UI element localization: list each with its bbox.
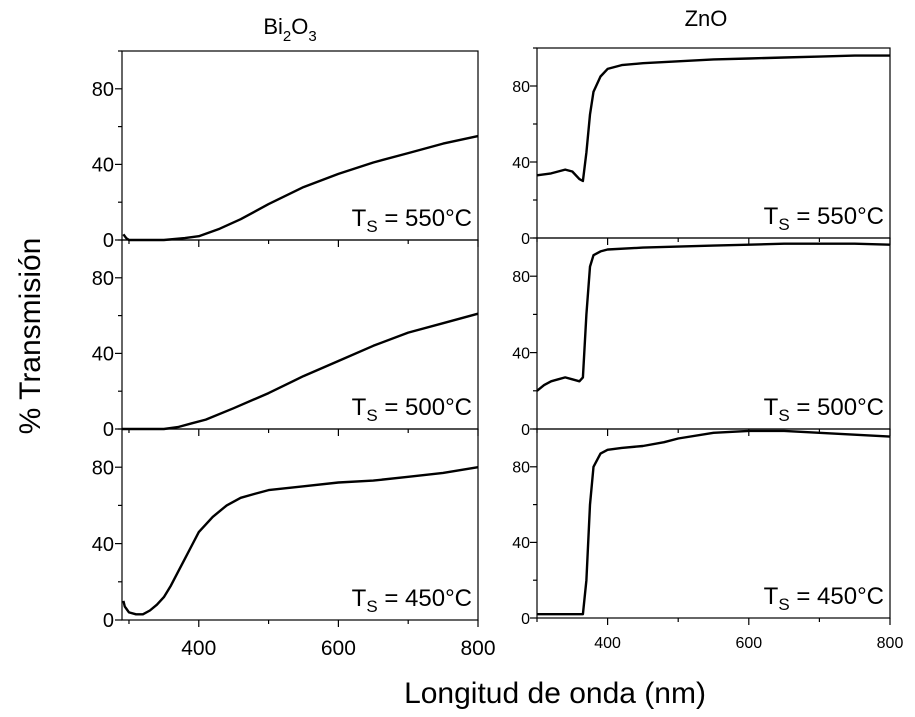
y-tick-label: 0 — [521, 231, 530, 248]
panel-5: 0 40 80 TS = 500°C — [512, 237, 891, 439]
series-line — [536, 54, 890, 183]
y-tick-label: 40 — [512, 345, 530, 362]
temperature-label: TS = 450°C — [764, 583, 884, 614]
series-line — [122, 134, 479, 242]
y-tick-label: 0 — [521, 422, 530, 439]
x-axis-label: Longitud de onda (nm) — [404, 677, 706, 710]
x-tick-label: 800 — [460, 637, 495, 660]
y-tick-label: 80 — [512, 79, 530, 96]
y-tick-label: 80 — [92, 268, 114, 290]
x-tick-label: 400 — [181, 637, 216, 660]
panel-frame — [536, 428, 891, 619]
y-tick-label: 0 — [103, 419, 114, 441]
y-tick-label: 80 — [92, 457, 114, 479]
temperature-label: TS = 500°C — [352, 394, 472, 425]
temperature-label: TS = 550°C — [352, 205, 472, 236]
x-tick-label: 400 — [594, 635, 621, 652]
left-column-title: Bi2O3 — [263, 14, 316, 45]
panel-4: 0 40 80 TS = 550°C — [512, 47, 891, 248]
panel-2: 0 40 80 TS = 500°C — [92, 239, 479, 441]
y-tick-label: 80 — [92, 79, 114, 101]
panel-6: 0 40 80 400 600 800 TS = 450°C — [512, 428, 904, 652]
y-tick-label: 40 — [512, 535, 530, 552]
panel-frame — [121, 428, 479, 621]
temperature-label: TS = 550°C — [764, 203, 884, 234]
y-tick-label: 0 — [521, 611, 530, 628]
right-column-title: ZnO — [685, 6, 728, 31]
series-line — [536, 242, 891, 392]
x-tick-label: 600 — [735, 635, 762, 652]
y-tick-label: 40 — [92, 344, 114, 366]
y-tick-label: 0 — [103, 610, 114, 632]
y-axis-label: % Transmisión — [14, 238, 47, 435]
y-tick-label: 40 — [512, 155, 530, 172]
y-tick-label: 40 — [92, 155, 114, 177]
series-line — [122, 466, 479, 616]
panel-3: 0 40 80 400 600 800 TS = 450°C — [92, 428, 496, 660]
series-line — [537, 429, 891, 616]
temperature-label: TS = 500°C — [764, 394, 884, 425]
y-tick-label: 80 — [512, 460, 530, 477]
x-tick-label: 600 — [321, 637, 356, 660]
y-tick-label: 0 — [103, 230, 114, 252]
y-tick-label: 80 — [512, 269, 530, 286]
x-tick-label: 800 — [877, 635, 904, 652]
temperature-label: TS = 450°C — [352, 585, 472, 616]
panel-1: 0 40 80 TS = 550°C — [92, 50, 479, 252]
y-tick-label: 40 — [92, 534, 114, 556]
